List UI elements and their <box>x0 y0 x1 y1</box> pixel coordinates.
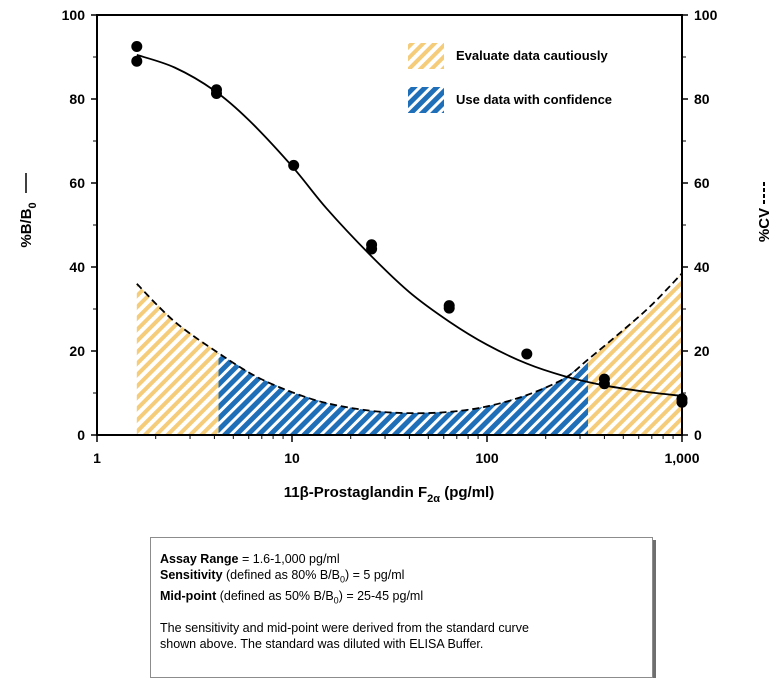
legend-swatch-caution <box>408 43 444 69</box>
midpoint-line: Mid-point (defined as 50% B/B0) = 25-45 … <box>160 588 424 606</box>
y-tick-label-right: 40 <box>694 259 710 275</box>
bb0-fit-curve <box>136 54 683 397</box>
y-tick-label-right: 0 <box>694 427 702 443</box>
caution-region-left <box>136 283 219 435</box>
axis-ticks: 0 0 20 20 40 40 60 60 80 80 100 100 1 10 100 1,000 <box>62 7 718 466</box>
note-line-2: shown above. The standard was diluted wi… <box>160 637 484 651</box>
assay-range-line: Assay Range = 1.6-1,000 pg/ml <box>160 552 340 566</box>
svg-text:%B/B0: %B/B0 <box>18 202 39 247</box>
y-tick-label-left: 40 <box>69 259 85 275</box>
y-tick-label-left: 80 <box>69 91 85 107</box>
y-tick-label-left: 100 <box>62 7 86 23</box>
sensitivity-line: Sensitivity (defined as 80% B/B0) = 5 pg… <box>160 568 405 585</box>
data-point <box>131 41 143 52</box>
x-axis-title: 11β-Prostaglandin F2α (pg/ml) <box>284 484 494 505</box>
x-tick-label: 1,000 <box>664 450 699 466</box>
y-tick-label-right: 100 <box>694 7 718 23</box>
y-tick-label-left: 20 <box>69 343 85 359</box>
legend-swatch-confidence <box>408 87 444 113</box>
data-point <box>288 159 300 171</box>
cv-shaded-regions <box>136 273 682 435</box>
y-tick-label-left: 60 <box>69 175 85 191</box>
svg-text:%CV: %CV <box>756 208 773 242</box>
note-line-1: The sensitivity and mid-point were deriv… <box>160 621 529 635</box>
y-axis-left-title: %B/B0 <box>18 173 39 248</box>
data-point <box>598 378 610 390</box>
legend-label-caution: Evaluate data cautiously <box>456 48 608 63</box>
curves <box>136 54 683 415</box>
legend: Evaluate data cautiously Use data with c… <box>408 43 612 113</box>
data-point <box>131 55 143 67</box>
y-tick-label-right: 20 <box>694 343 710 359</box>
data-point <box>521 348 533 360</box>
data-point <box>676 396 688 408</box>
data-point <box>210 88 222 100</box>
data-points <box>131 41 688 408</box>
legend-label-confidence: Use data with confidence <box>456 92 612 107</box>
x-tick-label: 1 <box>93 450 101 466</box>
x-tick-label: 10 <box>284 450 300 466</box>
caution-region-right <box>588 273 682 435</box>
y-tick-label-left: 0 <box>77 427 85 443</box>
y-tick-label-right: 60 <box>694 175 710 191</box>
confidence-region <box>218 353 589 435</box>
assay-info-box: Assay Range = 1.6-1,000 pg/ml Sensitivit… <box>150 537 653 678</box>
standard-curve-chart: 0 0 20 20 40 40 60 60 80 80 100 100 1 10 100 1,000 Eval… <box>18 7 773 505</box>
y-tick-label-right: 80 <box>694 91 710 107</box>
cv-dashed-curve <box>136 272 683 415</box>
x-tick-label: 100 <box>475 450 499 466</box>
data-point <box>443 302 455 314</box>
y-axis-right-title: %CV <box>756 180 773 242</box>
data-point <box>366 243 378 255</box>
